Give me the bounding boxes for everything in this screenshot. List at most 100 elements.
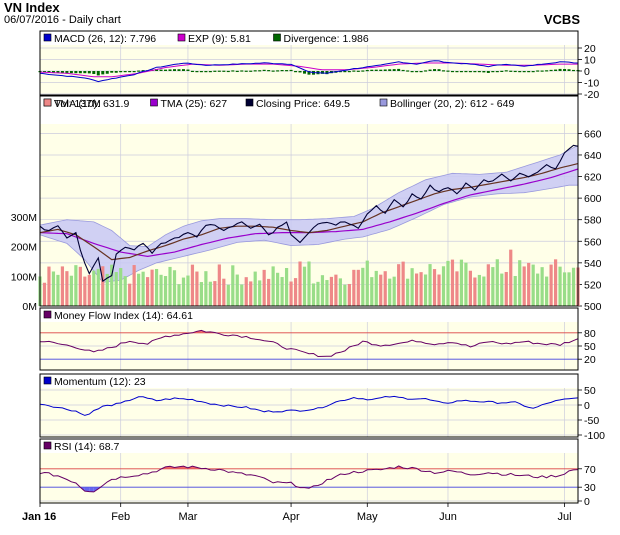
volume-bar [87,274,91,306]
price-tick-label: 640 [584,150,602,162]
divergence-bar [51,71,55,73]
volume-bar [271,266,275,306]
volume-bar [110,264,114,306]
volume-bar [437,274,441,306]
divergence-bar [119,71,123,73]
volume-bar [280,277,284,306]
volume-bar [415,273,419,306]
price-tick-label: 580 [584,215,602,227]
volume-bar [311,283,316,306]
volume-bar [553,259,558,306]
divergence-bar [69,71,73,74]
divergence-bar [531,71,535,73]
macd-legend-swatch [43,33,52,42]
volume-bar [222,278,226,306]
x-tick-label: Apr [283,511,300,523]
price-tick-label: 600 [584,193,602,205]
volume-bar [531,264,535,306]
momentum-legend-bg [40,374,578,388]
volume-bar [401,261,405,306]
volume-bar [495,259,499,306]
divergence-bar [123,71,127,73]
divergence-bar [199,71,203,73]
mfi-legend-label: Money Flow Index (14): 64.61 [54,310,193,322]
brand-logo: VCBS [543,12,580,27]
momentum-line [39,395,579,416]
divergence-bar [78,71,82,74]
divergence-bar [47,71,51,73]
divergence-bar [518,71,522,73]
volume-bar [513,275,517,306]
divergence-bar [240,70,244,72]
volume-bar [276,272,280,306]
volume-bar [558,266,562,306]
price-legend-label: TMA (10): 631.9 [54,98,129,110]
macd-legend-swatch [273,33,281,42]
divergence-bar [365,69,369,72]
volume-bar [419,272,423,306]
macd-tick-label: 0 [584,66,590,78]
volume-bar [379,274,383,306]
divergence-bar [128,71,132,73]
momentum-tick-label: -50 [584,415,599,427]
divergence-bar [545,70,549,72]
divergence-bar [486,71,490,73]
volume-bar [74,265,78,306]
divergence-bar [361,70,365,72]
volume-bar [536,273,540,306]
macd-tick-label: -10 [584,78,599,90]
divergence-bar [406,70,410,72]
rsi-legend-bg [40,439,578,453]
volume-bar [509,249,513,306]
divergence-bar [433,69,437,71]
divergence-bar [554,69,558,71]
divergence-bar [168,69,172,71]
momentum-tick-label: 50 [584,385,596,397]
volume-bar [504,271,508,306]
volume-bar [446,260,450,306]
volume-bar [168,266,172,306]
divergence-bar [137,70,141,72]
volume-tick-label: 300M [11,212,37,224]
divergence-bar [92,71,96,75]
divergence-bar [388,69,392,71]
volume-bar [338,278,342,306]
volume-bar [316,281,320,306]
divergence-bar [383,69,387,71]
volume-bar [141,271,145,306]
divergence-bar [567,69,571,71]
divergence-bar [527,71,531,73]
divergence-bar [495,71,499,73]
divergence-bar [419,71,423,73]
volume-bar [383,271,387,306]
volume-bar [477,274,481,306]
volume-bar [262,269,266,306]
price-legend-swatch [150,98,158,107]
volume-bar [302,266,307,306]
divergence-bar [415,71,419,73]
volume-bar [334,274,338,306]
rsi-panel-frame [39,438,579,504]
divergence-bar [464,70,468,73]
divergence-bar [42,71,46,73]
divergence-bar [195,71,199,73]
divergence-bar [65,71,69,74]
divergence-bar [60,71,64,74]
volume-bar [42,282,47,306]
volume-bar [473,277,477,306]
price-legend-swatch [43,98,52,107]
macd-legend-swatch [177,33,186,42]
volume-bar [47,266,51,306]
volume-bar [132,265,136,306]
macd-legend-label: EXP (9): 5.81 [188,33,251,45]
volume-bar [69,275,73,306]
volume-tick-label: 200M [11,242,37,254]
volume-bar [365,260,369,306]
divergence-bar [217,70,221,72]
divergence-bar [181,69,185,71]
divergence-bar [455,71,459,73]
divergence-bar [563,68,567,71]
volume-bar [455,271,459,306]
